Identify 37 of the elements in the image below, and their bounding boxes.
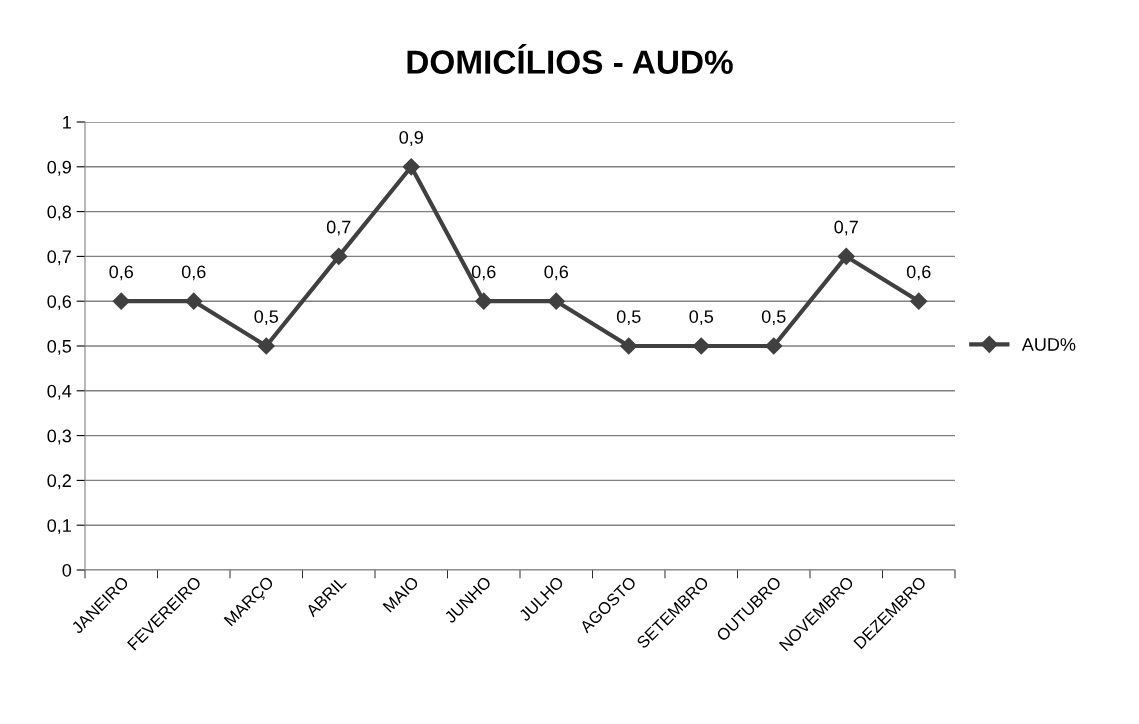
- data-label: 0,5: [689, 310, 714, 326]
- y-tick-label: 0,6: [47, 295, 72, 311]
- point: [402, 158, 420, 176]
- data-label: 0,6: [906, 265, 931, 281]
- y-tick-label: 0,3: [47, 429, 72, 445]
- data-label: 0,6: [181, 265, 206, 281]
- data-label: 0,5: [761, 310, 786, 326]
- y-tick-label: 0,4: [47, 384, 72, 400]
- y-tick-label: 0,2: [47, 474, 71, 490]
- data-label: 0,7: [834, 220, 858, 236]
- data-label: 0,7: [326, 220, 351, 236]
- point: [910, 292, 928, 310]
- y-tick-label: 0,8: [47, 205, 72, 221]
- point: [765, 337, 783, 355]
- y-tick-label: 0,9: [47, 160, 71, 176]
- point: [112, 292, 130, 310]
- legend-label: AUD%: [1021, 338, 1076, 351]
- data-label: 0,6: [109, 265, 134, 281]
- point: [257, 337, 275, 355]
- point: [692, 337, 710, 355]
- point: [837, 247, 855, 265]
- data-label: 0,6: [544, 265, 569, 281]
- data-label: 0,6: [471, 265, 496, 281]
- y-tick-label: 0,7: [47, 250, 71, 266]
- point: [475, 292, 493, 310]
- point: [185, 292, 203, 310]
- data-label: 0,5: [616, 310, 641, 326]
- data-label: 0,5: [254, 310, 279, 326]
- y-tick-label: 0,5: [47, 339, 72, 355]
- chart-title: DOMICÍLIOS - AUD%: [407, 44, 733, 74]
- point: [330, 247, 348, 265]
- point: [547, 292, 565, 310]
- point: [620, 337, 638, 355]
- y-tick-label: 0: [62, 563, 72, 577]
- data-label: 0,9: [399, 131, 423, 146]
- y-tick-label: 0,1: [47, 519, 71, 535]
- y-tick-label: 1: [63, 116, 71, 129]
